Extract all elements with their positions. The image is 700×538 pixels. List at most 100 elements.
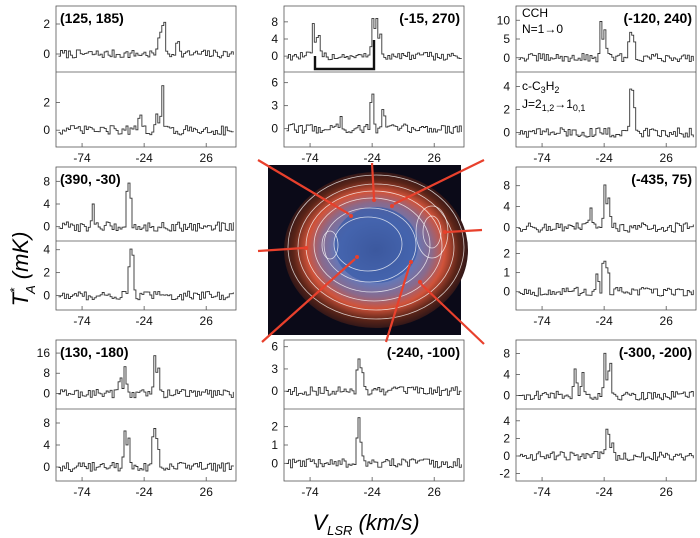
panel-frame	[515, 339, 697, 482]
legend-c3h2-trans-part1: J=2	[522, 97, 542, 111]
position-arrows	[257, 159, 485, 345]
panel-title: (130, -180)	[60, 344, 128, 360]
y-tick-label: 0	[271, 122, 278, 136]
panel-frame	[55, 166, 237, 311]
spectrum-c3h2	[58, 428, 234, 472]
spectrum-c3h2	[518, 428, 694, 462]
x-axis-title-unit: (km/s)	[358, 510, 419, 535]
spectrum-c3h2	[518, 260, 694, 297]
spectrum-cch	[58, 355, 234, 399]
y-tick-label: 0	[503, 51, 510, 65]
x-tick-label: -74	[533, 314, 551, 328]
legend-cch-transition: N=1→0	[522, 22, 563, 36]
panel-title: (-120, 240)	[624, 10, 692, 26]
x-tick-label: 26	[660, 314, 674, 328]
y-tick-label: 4	[43, 243, 50, 257]
x-tick-label: 26	[200, 151, 214, 165]
y-tick-label: 1	[503, 266, 510, 280]
y-tick-label: 4	[271, 32, 278, 46]
panel-title: (125, 185)	[60, 10, 124, 26]
panel-title: (-300, -200)	[619, 344, 692, 360]
legend-c3h2-sub1: 3	[541, 85, 546, 95]
panel-frame	[283, 5, 465, 148]
legend-c3h2-part1: c-C	[522, 79, 541, 93]
y-tick-label: 2	[43, 17, 50, 31]
y-tick-label: 8	[43, 366, 50, 380]
y-tick-label: 2	[503, 103, 510, 117]
panel-middle-left: -74 -24 26 (390, -30) 0 4 8 0 2 4	[43, 166, 237, 328]
panel-frame	[55, 5, 237, 148]
y-tick-label: 0	[43, 123, 50, 137]
y-tick-label: 0	[503, 449, 510, 463]
y-tick-label: 0	[43, 220, 50, 234]
spectrum-c3h2	[286, 417, 462, 469]
y-tick-label: 0	[503, 126, 510, 140]
y-tick-label: 5	[503, 32, 510, 46]
line-legend: CCH N=1→0 c-C3H2 J=21,2→10,1	[522, 6, 585, 113]
y-tick-label: 0	[503, 285, 510, 299]
legend-c3h2-part2: H	[546, 79, 555, 93]
y-tick-label: 8	[503, 347, 510, 361]
y-tick-label: 4	[43, 197, 50, 211]
x-tick-label: -24	[363, 151, 381, 165]
legend-c3h2-sub2: 2	[554, 85, 559, 95]
y-tick-label: 0	[43, 460, 50, 474]
x-tick-label: 26	[660, 485, 674, 499]
spectrum-c3h2	[58, 248, 234, 301]
y-tick-label: 8	[503, 179, 510, 193]
x-axis-title: VLSR (km/s)	[312, 510, 419, 538]
y-tick-label: 2	[43, 96, 50, 110]
nebula-image	[268, 165, 468, 335]
y-tick-label: 8	[271, 15, 278, 29]
y-tick-label: 16	[37, 346, 51, 360]
legend-c3h2-trans-sub1: 1,2	[542, 103, 555, 113]
x-tick-label: -24	[135, 485, 153, 499]
panel-top-center: -74 -24 26 (-15, 270) 0 4 8 0 3 6	[271, 5, 465, 165]
y-axis-title-T: T	[8, 291, 33, 306]
y-tick-label: 0	[271, 49, 278, 63]
x-tick-label: -74	[73, 314, 91, 328]
y-axis-title-sup: *	[7, 287, 22, 293]
spectrum-cch	[286, 17, 462, 61]
x-tick-label: 26	[428, 485, 442, 499]
spectrum-cch	[58, 182, 234, 232]
spectrum-cch	[518, 184, 694, 233]
panel-title: (-15, 270)	[399, 10, 460, 26]
spectrum-cch	[518, 21, 694, 63]
spectrum-cch	[58, 21, 234, 59]
pointing-markers	[304, 198, 447, 284]
spectrum-cch	[518, 352, 694, 401]
legend-cch-name: CCH	[522, 6, 548, 20]
panel-frame	[515, 166, 697, 311]
y-tick-label: 4	[503, 414, 510, 428]
y-axis-title: T*A (mK)	[7, 232, 38, 307]
x-tick-label: -74	[73, 151, 91, 165]
y-tick-label: 8	[43, 174, 50, 188]
x-tick-label: 26	[660, 151, 674, 165]
spectrum-c3h2	[518, 88, 694, 138]
y-tick-label: 2	[43, 266, 50, 280]
velocity-range-bracket	[313, 40, 376, 71]
y-tick-label: 2	[503, 431, 510, 445]
y-tick-label: 6	[271, 340, 278, 354]
x-tick-label: -24	[595, 314, 613, 328]
y-tick-label: 4	[503, 200, 510, 214]
x-tick-label: -74	[301, 151, 319, 165]
legend-c3h2-trans-sub2: 0,1	[573, 103, 586, 113]
x-axis-title-sub: LSR	[327, 523, 352, 538]
panel-frame	[55, 339, 237, 482]
x-tick-label: 26	[200, 485, 214, 499]
y-tick-label: 2	[271, 420, 278, 434]
panel-frame	[283, 339, 465, 482]
legend-c3h2-transition: J=21,2→10,1	[522, 97, 585, 113]
x-tick-label: -24	[595, 485, 613, 499]
spectrum-c3h2	[58, 85, 234, 136]
y-tick-label: 0	[271, 384, 278, 398]
y-tick-label: 3	[271, 362, 278, 376]
y-tick-label: 0	[503, 221, 510, 235]
legend-c3h2-trans-arrow: →1	[554, 97, 573, 111]
y-tick-label: 3	[271, 99, 278, 113]
y-tick-label: 4	[503, 368, 510, 382]
